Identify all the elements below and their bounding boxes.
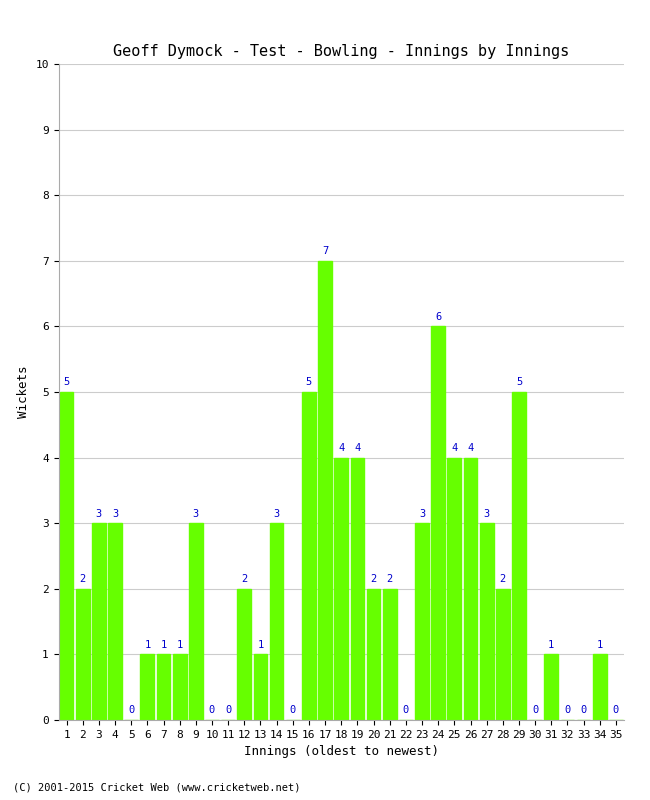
- Bar: [302, 392, 316, 720]
- Text: 3: 3: [274, 509, 280, 518]
- Text: 3: 3: [112, 509, 118, 518]
- Bar: [173, 654, 187, 720]
- Text: 5: 5: [64, 378, 70, 387]
- Text: 4: 4: [467, 443, 474, 453]
- Text: 3: 3: [192, 509, 199, 518]
- Bar: [447, 458, 462, 720]
- Bar: [512, 392, 526, 720]
- Text: 0: 0: [580, 706, 587, 715]
- Bar: [593, 654, 606, 720]
- Bar: [76, 589, 90, 720]
- Text: (C) 2001-2015 Cricket Web (www.cricketweb.net): (C) 2001-2015 Cricket Web (www.cricketwe…: [13, 782, 300, 792]
- Bar: [367, 589, 380, 720]
- Text: 5: 5: [306, 378, 312, 387]
- Text: 0: 0: [209, 706, 215, 715]
- Text: 6: 6: [435, 312, 441, 322]
- Text: 1: 1: [548, 640, 554, 650]
- Bar: [415, 523, 429, 720]
- Text: 1: 1: [597, 640, 603, 650]
- Bar: [318, 261, 332, 720]
- Bar: [350, 458, 364, 720]
- Bar: [432, 326, 445, 720]
- Bar: [334, 458, 348, 720]
- Bar: [108, 523, 122, 720]
- Bar: [60, 392, 73, 720]
- X-axis label: Innings (oldest to newest): Innings (oldest to newest): [244, 746, 439, 758]
- Text: 3: 3: [484, 509, 490, 518]
- Text: 1: 1: [257, 640, 264, 650]
- Bar: [480, 523, 493, 720]
- Text: 2: 2: [370, 574, 377, 584]
- Text: 4: 4: [354, 443, 361, 453]
- Bar: [496, 589, 510, 720]
- Bar: [463, 458, 477, 720]
- Bar: [189, 523, 203, 720]
- Bar: [92, 523, 106, 720]
- Text: 0: 0: [225, 706, 231, 715]
- Text: 7: 7: [322, 246, 328, 256]
- Bar: [140, 654, 154, 720]
- Text: 4: 4: [451, 443, 458, 453]
- Text: 1: 1: [144, 640, 151, 650]
- Text: 2: 2: [79, 574, 86, 584]
- Text: 0: 0: [290, 706, 296, 715]
- Text: 0: 0: [613, 706, 619, 715]
- Text: 0: 0: [564, 706, 571, 715]
- Title: Geoff Dymock - Test - Bowling - Innings by Innings: Geoff Dymock - Test - Bowling - Innings …: [113, 44, 569, 58]
- Text: 3: 3: [96, 509, 102, 518]
- Text: 2: 2: [241, 574, 248, 584]
- Bar: [157, 654, 170, 720]
- Y-axis label: Wickets: Wickets: [17, 366, 30, 418]
- Text: 4: 4: [338, 443, 344, 453]
- Text: 2: 2: [500, 574, 506, 584]
- Text: 0: 0: [403, 706, 409, 715]
- Text: 0: 0: [532, 706, 538, 715]
- Text: 3: 3: [419, 509, 425, 518]
- Bar: [237, 589, 251, 720]
- Bar: [270, 523, 283, 720]
- Text: 1: 1: [177, 640, 183, 650]
- Text: 1: 1: [161, 640, 166, 650]
- Bar: [254, 654, 267, 720]
- Bar: [545, 654, 558, 720]
- Text: 2: 2: [387, 574, 393, 584]
- Text: 0: 0: [128, 706, 135, 715]
- Text: 5: 5: [516, 378, 522, 387]
- Bar: [383, 589, 396, 720]
